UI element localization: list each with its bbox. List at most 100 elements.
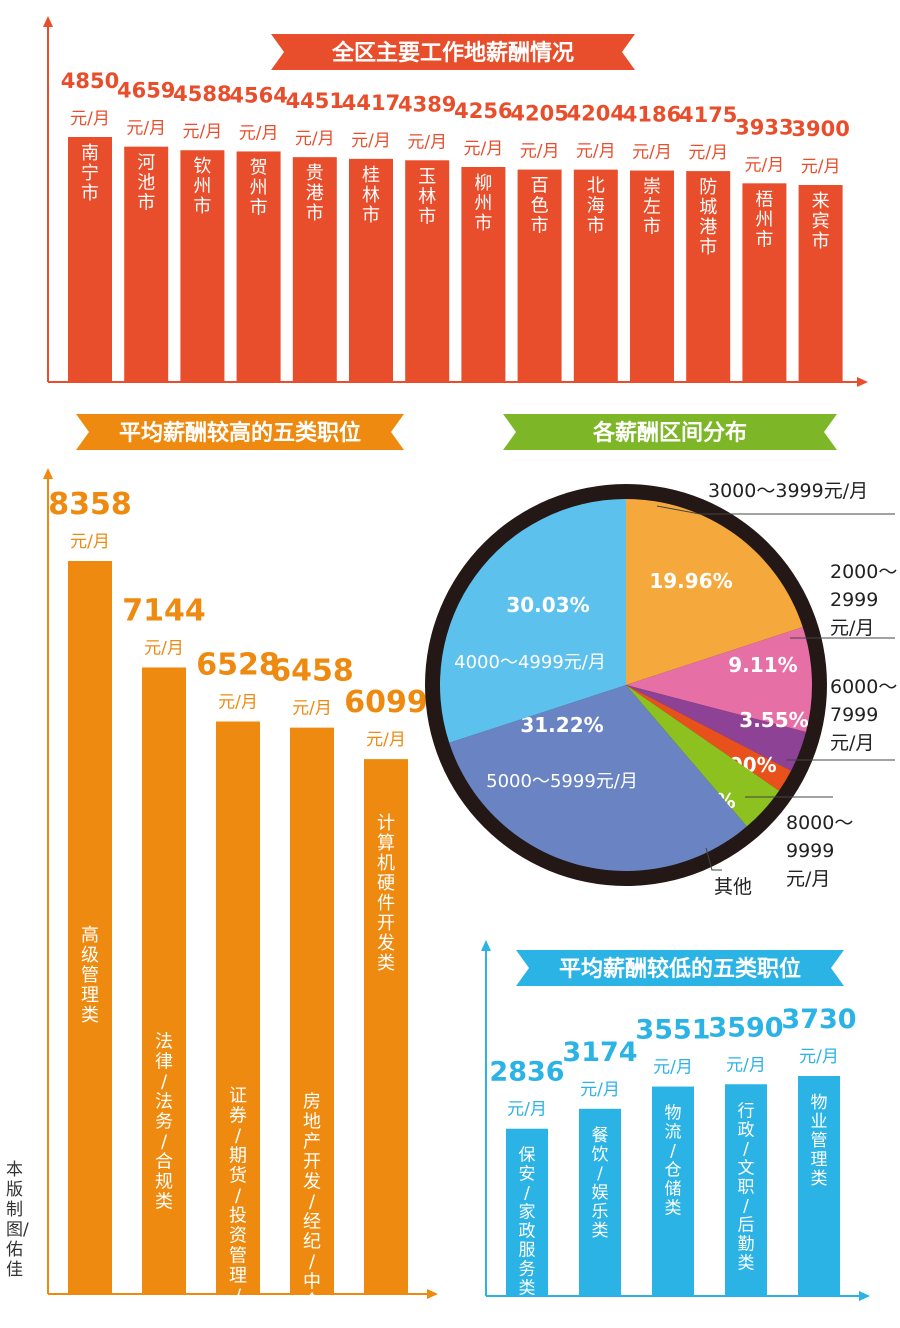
svg-text:服: 服 xyxy=(229,1305,247,1324)
pie-slice xyxy=(626,685,806,771)
pie-leader xyxy=(656,505,895,515)
svg-text:贺: 贺 xyxy=(250,157,268,178)
city-value-label: 4204 xyxy=(567,102,625,126)
svg-text:理: 理 xyxy=(229,1265,247,1286)
city-value-label: 4175 xyxy=(679,103,737,127)
city-value-label: 4659 xyxy=(117,79,175,103)
svg-text:仓: 仓 xyxy=(665,1161,682,1181)
svg-text:行: 行 xyxy=(738,1101,755,1121)
svg-text:市: 市 xyxy=(137,193,155,214)
svg-text:计: 计 xyxy=(377,813,395,834)
low-bar xyxy=(579,1108,621,1296)
city-category-label: 南宁市 xyxy=(81,143,99,204)
svg-text:房: 房 xyxy=(303,1092,321,1113)
city-chart-x-arrow xyxy=(857,377,868,387)
svg-text:海: 海 xyxy=(587,196,605,217)
city-value-label: 3900 xyxy=(791,117,849,141)
city-category-label: 北海市 xyxy=(587,176,605,237)
svg-text:崇: 崇 xyxy=(643,177,661,198)
svg-text:类: 类 xyxy=(377,953,395,974)
svg-text:储: 储 xyxy=(665,1180,682,1200)
city-value-label: 4451 xyxy=(286,89,344,113)
city-category-label: 玉林市 xyxy=(418,166,436,227)
svg-text:娱: 娱 xyxy=(592,1183,609,1203)
low-chart-title-tail-right xyxy=(825,950,844,986)
pie-slice-label-other: 其他 xyxy=(714,876,752,898)
svg-text:/: / xyxy=(235,1285,242,1306)
low-value-label: 3174 xyxy=(562,1037,637,1068)
low-category-label: 餐饮/娱乐类 xyxy=(592,1126,609,1241)
low-bar xyxy=(798,1076,840,1296)
pie-chart-title-band xyxy=(520,414,820,450)
high-chart-title-tail-left xyxy=(76,414,95,450)
city-value-label: 4588 xyxy=(173,82,231,106)
city-value-label: 4564 xyxy=(229,83,287,107)
pie-slice xyxy=(440,499,626,743)
svg-text:发: 发 xyxy=(377,933,395,954)
pie-slice xyxy=(626,627,812,733)
low-value-label: 3730 xyxy=(781,1004,856,1035)
low-unit-label: 元/月 xyxy=(653,1058,693,1078)
city-unit-label: 元/月 xyxy=(745,155,785,175)
svg-text:纪: 纪 xyxy=(303,1232,321,1253)
city-value-label: 4186 xyxy=(623,103,681,127)
city-category-label: 崇左市 xyxy=(643,177,661,238)
svg-text:经: 经 xyxy=(303,1212,321,1233)
svg-text:管: 管 xyxy=(811,1131,828,1151)
svg-text:柳: 柳 xyxy=(474,173,492,194)
svg-text:职: 职 xyxy=(738,1177,755,1197)
svg-text:市: 市 xyxy=(643,217,661,238)
city-unit-label: 元/月 xyxy=(801,157,841,177)
city-bar xyxy=(573,169,618,382)
svg-text:货: 货 xyxy=(229,1165,247,1186)
low-value-label: 2836 xyxy=(489,1057,564,1088)
city-unit-label: 元/月 xyxy=(632,143,672,163)
svg-text:左: 左 xyxy=(643,197,661,218)
pie-slice-label-2000-c: 元/月 xyxy=(830,617,874,639)
high-chart-y-arrow xyxy=(43,468,53,479)
svg-text:合: 合 xyxy=(155,1151,173,1172)
city-value-label: 4256 xyxy=(454,99,512,123)
city-category-label: 柳州市 xyxy=(474,173,492,234)
low-chart-x-arrow xyxy=(859,1291,870,1301)
city-bar xyxy=(461,167,506,382)
city-unit-label: 元/月 xyxy=(351,131,391,151)
svg-text:安: 安 xyxy=(519,1165,536,1185)
pie-chart-title-tail-left xyxy=(503,414,522,450)
svg-text:港: 港 xyxy=(306,183,324,204)
svg-text:开: 开 xyxy=(377,913,395,934)
pie-slice-label-6000-a: 6000～ xyxy=(830,676,897,698)
city-unit-label: 元/月 xyxy=(239,123,279,143)
svg-text:规: 规 xyxy=(155,1171,173,1192)
svg-text:梧: 梧 xyxy=(755,189,773,210)
high-value-label: 6099 xyxy=(344,685,428,720)
pie-slice-label-4000: 4000～4999元/月 xyxy=(454,652,606,673)
svg-text:保: 保 xyxy=(519,1146,536,1166)
city-chart-title-tail-left xyxy=(271,34,290,70)
pie-slice xyxy=(626,685,780,827)
svg-text:文: 文 xyxy=(738,1158,755,1178)
pie-slice-label-3000: 3000～3999元/月 xyxy=(708,480,868,502)
low-chart-y-arrow xyxy=(481,940,491,951)
high-unit-label: 元/月 xyxy=(292,699,332,719)
svg-text:理: 理 xyxy=(811,1150,828,1170)
high-unit-label: 元/月 xyxy=(218,692,258,712)
svg-text:开: 开 xyxy=(303,1152,321,1173)
svg-text:件: 件 xyxy=(377,893,395,914)
svg-text:类: 类 xyxy=(303,1312,321,1324)
city-chart-y-arrow xyxy=(43,16,53,27)
city-unit-label: 元/月 xyxy=(688,143,728,163)
pie-pct-label: 3.55% xyxy=(739,708,808,732)
city-bar xyxy=(236,151,281,382)
svg-text:钦: 钦 xyxy=(193,156,211,177)
svg-text:/: / xyxy=(235,1185,242,1206)
svg-text:政: 政 xyxy=(738,1120,755,1140)
svg-text:证: 证 xyxy=(229,1085,247,1106)
pie-slice-label-8000-c: 元/月 xyxy=(786,868,830,890)
svg-text:物: 物 xyxy=(811,1093,828,1113)
svg-text:乐: 乐 xyxy=(592,1202,609,1222)
